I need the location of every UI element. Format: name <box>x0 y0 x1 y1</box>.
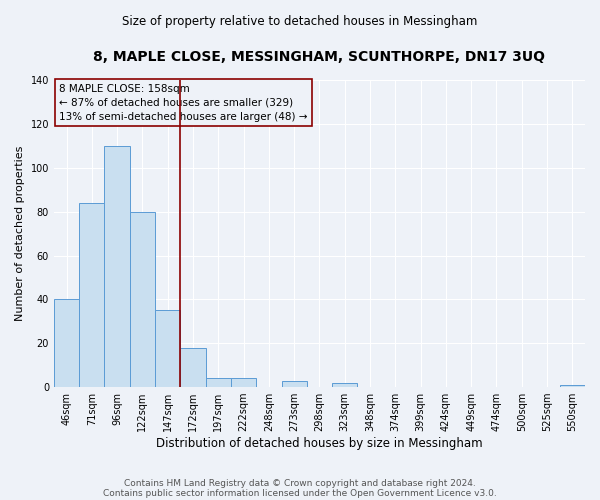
Bar <box>104 146 130 387</box>
Text: Contains HM Land Registry data © Crown copyright and database right 2024.: Contains HM Land Registry data © Crown c… <box>124 478 476 488</box>
Text: Contains public sector information licensed under the Open Government Licence v3: Contains public sector information licen… <box>103 488 497 498</box>
Bar <box>206 378 231 387</box>
Text: Size of property relative to detached houses in Messingham: Size of property relative to detached ho… <box>122 14 478 28</box>
Text: 8 MAPLE CLOSE: 158sqm
← 87% of detached houses are smaller (329)
13% of semi-det: 8 MAPLE CLOSE: 158sqm ← 87% of detached … <box>59 84 308 122</box>
Bar <box>332 382 358 387</box>
Y-axis label: Number of detached properties: Number of detached properties <box>15 146 25 322</box>
Bar <box>79 203 104 387</box>
Bar <box>181 348 206 387</box>
Bar <box>560 385 585 387</box>
Bar <box>281 380 307 387</box>
Title: 8, MAPLE CLOSE, MESSINGHAM, SCUNTHORPE, DN17 3UQ: 8, MAPLE CLOSE, MESSINGHAM, SCUNTHORPE, … <box>94 50 545 64</box>
Bar <box>231 378 256 387</box>
X-axis label: Distribution of detached houses by size in Messingham: Distribution of detached houses by size … <box>156 437 483 450</box>
Bar <box>130 212 155 387</box>
Bar <box>155 310 181 387</box>
Bar <box>54 300 79 387</box>
